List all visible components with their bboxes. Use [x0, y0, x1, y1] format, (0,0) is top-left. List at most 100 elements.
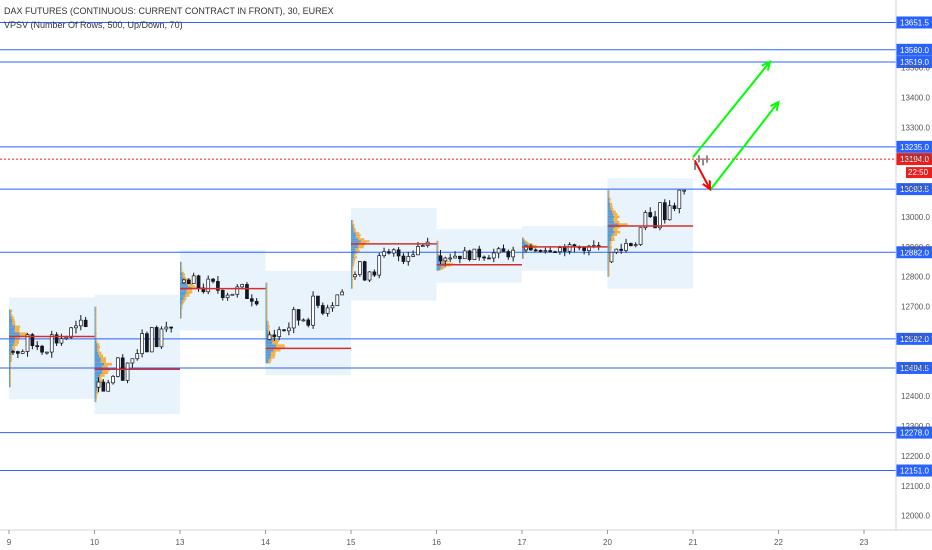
profile-bar-down — [273, 349, 281, 352]
profile-bar-down — [352, 222, 354, 225]
profile-bar-down — [352, 220, 354, 223]
profile-bar-down — [437, 249, 439, 251]
profile-bar-down — [352, 226, 355, 229]
profile-bar-down — [10, 362, 11, 365]
candle-body — [472, 248, 477, 260]
profile-bar-up — [351, 220, 353, 223]
profile-bar-up — [94, 334, 96, 338]
profile-bar-down — [267, 325, 270, 328]
profile-bar-up — [607, 274, 609, 277]
candle-body — [225, 294, 230, 299]
profile-bar-up — [180, 313, 182, 316]
profile-bar-down — [10, 373, 11, 376]
profile-bar-down — [186, 290, 193, 292]
profile-bar-down — [609, 197, 611, 201]
profile-bar-down — [610, 207, 614, 211]
candle-body — [496, 248, 501, 254]
profile-bar-up — [351, 256, 355, 259]
profile-bar-down — [353, 260, 355, 263]
profile-bar-down — [99, 379, 104, 383]
y-tick-label: 12600.0 — [901, 332, 930, 341]
profile-bar-down — [438, 254, 440, 256]
candle-body — [69, 327, 73, 338]
profile-bar-up — [9, 373, 11, 376]
profile-bar-up — [522, 249, 526, 251]
profile-bar-down — [437, 247, 439, 249]
profile-bar-up — [94, 306, 96, 310]
projection-arrows[interactable] — [692, 59, 780, 192]
profile-bar-up — [9, 341, 15, 344]
profile-bar-down — [10, 355, 12, 358]
profile-bar-up — [94, 371, 102, 375]
profile-bar-down — [14, 330, 20, 333]
profile-bar-down — [608, 266, 610, 270]
profile-bar-down — [266, 308, 268, 312]
projection-arrow-head — [761, 59, 772, 71]
candle-body — [301, 319, 306, 322]
current-price-label-bg — [896, 153, 932, 166]
profile-bar-up — [94, 357, 101, 360]
profile-bar-up — [607, 225, 615, 229]
profile-bar-down — [358, 238, 365, 241]
profile-bar-up — [265, 311, 267, 314]
projection-arrow-line[interactable] — [692, 61, 771, 158]
profile-bar-up — [607, 228, 613, 231]
profile-bar-down — [271, 351, 276, 354]
profile-bar-down — [266, 315, 268, 319]
profile-bar-up — [9, 350, 12, 353]
profile-bar-up — [351, 232, 356, 235]
profile-bar-up — [265, 285, 267, 288]
profile-bar-up — [436, 254, 439, 256]
candle-body — [491, 252, 496, 259]
profile-bar-up — [607, 218, 613, 221]
profile-bar-down — [437, 245, 439, 247]
countdown-label: 22:50 — [908, 168, 929, 177]
candle-body — [291, 309, 296, 329]
profile-bar-down — [356, 234, 361, 237]
y-tick-label: 12300.0 — [901, 422, 930, 431]
profile-bar-down — [184, 278, 189, 281]
candle-body — [35, 345, 40, 347]
candle-body — [111, 376, 115, 384]
current-price-label: 13194.0 — [900, 155, 929, 164]
profile-bar-down — [14, 327, 20, 331]
profile-bar-down — [608, 256, 610, 259]
candle-body — [638, 227, 643, 246]
profile-bar-down — [524, 240, 527, 242]
profile-bar-down — [355, 250, 360, 253]
profile-bar-up — [265, 320, 268, 324]
profile-bar-up — [94, 340, 97, 344]
profile-bar-up — [436, 267, 442, 269]
profile-bar-up — [180, 276, 184, 279]
profile-bar-down — [437, 250, 439, 252]
profile-bar-up — [607, 241, 610, 244]
profile-bar-down — [12, 346, 15, 349]
profile-bar-down — [352, 224, 355, 227]
candle-body — [614, 248, 619, 253]
profile-bar-down — [182, 300, 185, 302]
profile-bar-down — [437, 242, 439, 244]
candle-body — [335, 294, 340, 307]
profile-bar-up — [180, 268, 182, 271]
candle-body — [59, 338, 64, 344]
profile-bar-up — [94, 317, 96, 321]
projection-arrow-line[interactable] — [709, 101, 780, 191]
profile-bar-down — [525, 242, 528, 244]
candle-body — [658, 202, 662, 229]
profile-bar-down — [525, 241, 529, 243]
profile-bar-up — [94, 359, 101, 363]
profile-bar-down — [19, 332, 28, 335]
projection-arrow-line[interactable] — [693, 159, 711, 190]
profile-bar-up — [180, 263, 182, 266]
horizontal-levels[interactable]: 13651.5 13560.0 13519.0 13235.0 13093.5 12882… — [0, 16, 932, 477]
candle-body — [116, 357, 120, 377]
profile-bar-up — [265, 360, 269, 364]
profile-bar-down — [95, 309, 97, 313]
profile-bar-down — [182, 273, 186, 276]
profile-bar-down — [266, 289, 268, 293]
profile-bar-up — [180, 301, 183, 304]
profile-bar-down — [352, 282, 353, 285]
candle-body — [382, 251, 386, 257]
profile-bar-up — [94, 388, 98, 391]
